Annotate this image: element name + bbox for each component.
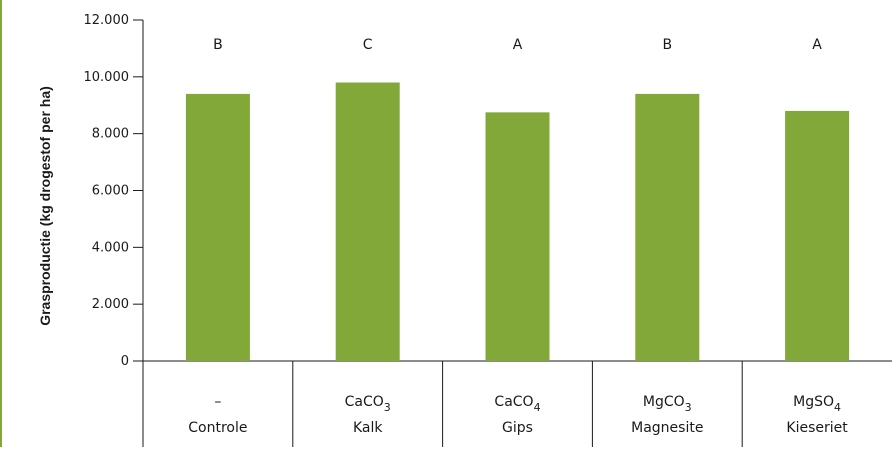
category-formula: – <box>214 394 221 410</box>
y-tick-label: 12.000 <box>84 13 130 28</box>
bar <box>785 110 850 361</box>
bar <box>185 93 250 361</box>
y-ticks: 0 2.000 4.000 6.000 8.000 10.000 12.000 <box>84 13 143 369</box>
bar <box>335 82 400 362</box>
y-tick-label: 4.000 <box>92 240 129 255</box>
bar <box>635 93 700 361</box>
y-axis-title: Grasproductie (kg drogestof per ha) <box>37 86 53 326</box>
y-tick-label: 10.000 <box>84 70 130 85</box>
category-formula: CaCO3 <box>345 394 391 414</box>
y-tick-label: 8.000 <box>92 127 129 142</box>
green-edge-stripe <box>0 0 2 447</box>
y-tick-label: 2.000 <box>92 297 129 312</box>
category-name: Kalk <box>353 420 383 436</box>
category-formula: MgSO4 <box>793 394 841 414</box>
category-name: Magnesite <box>631 420 703 436</box>
category-name: Kieseriet <box>786 420 848 436</box>
category-formula: CaCO4 <box>494 394 540 414</box>
significance-letter: B <box>213 37 223 53</box>
category-name: Gips <box>502 420 533 436</box>
y-tick-label: 6.000 <box>92 184 129 199</box>
bar <box>485 112 550 362</box>
category-name: Controle <box>188 420 247 436</box>
y-tick-label: 0 <box>121 354 129 369</box>
category-formula: MgCO3 <box>643 394 692 414</box>
significance-letter: A <box>513 37 523 53</box>
significance-letter: A <box>812 37 822 53</box>
bars <box>185 82 850 362</box>
category-table: – Controle CaCO3 Kalk CaCO4 Gips MgCO3 Magnesit… <box>142 361 848 447</box>
significance-letter: B <box>662 37 672 53</box>
significance-letter: C <box>363 37 373 53</box>
